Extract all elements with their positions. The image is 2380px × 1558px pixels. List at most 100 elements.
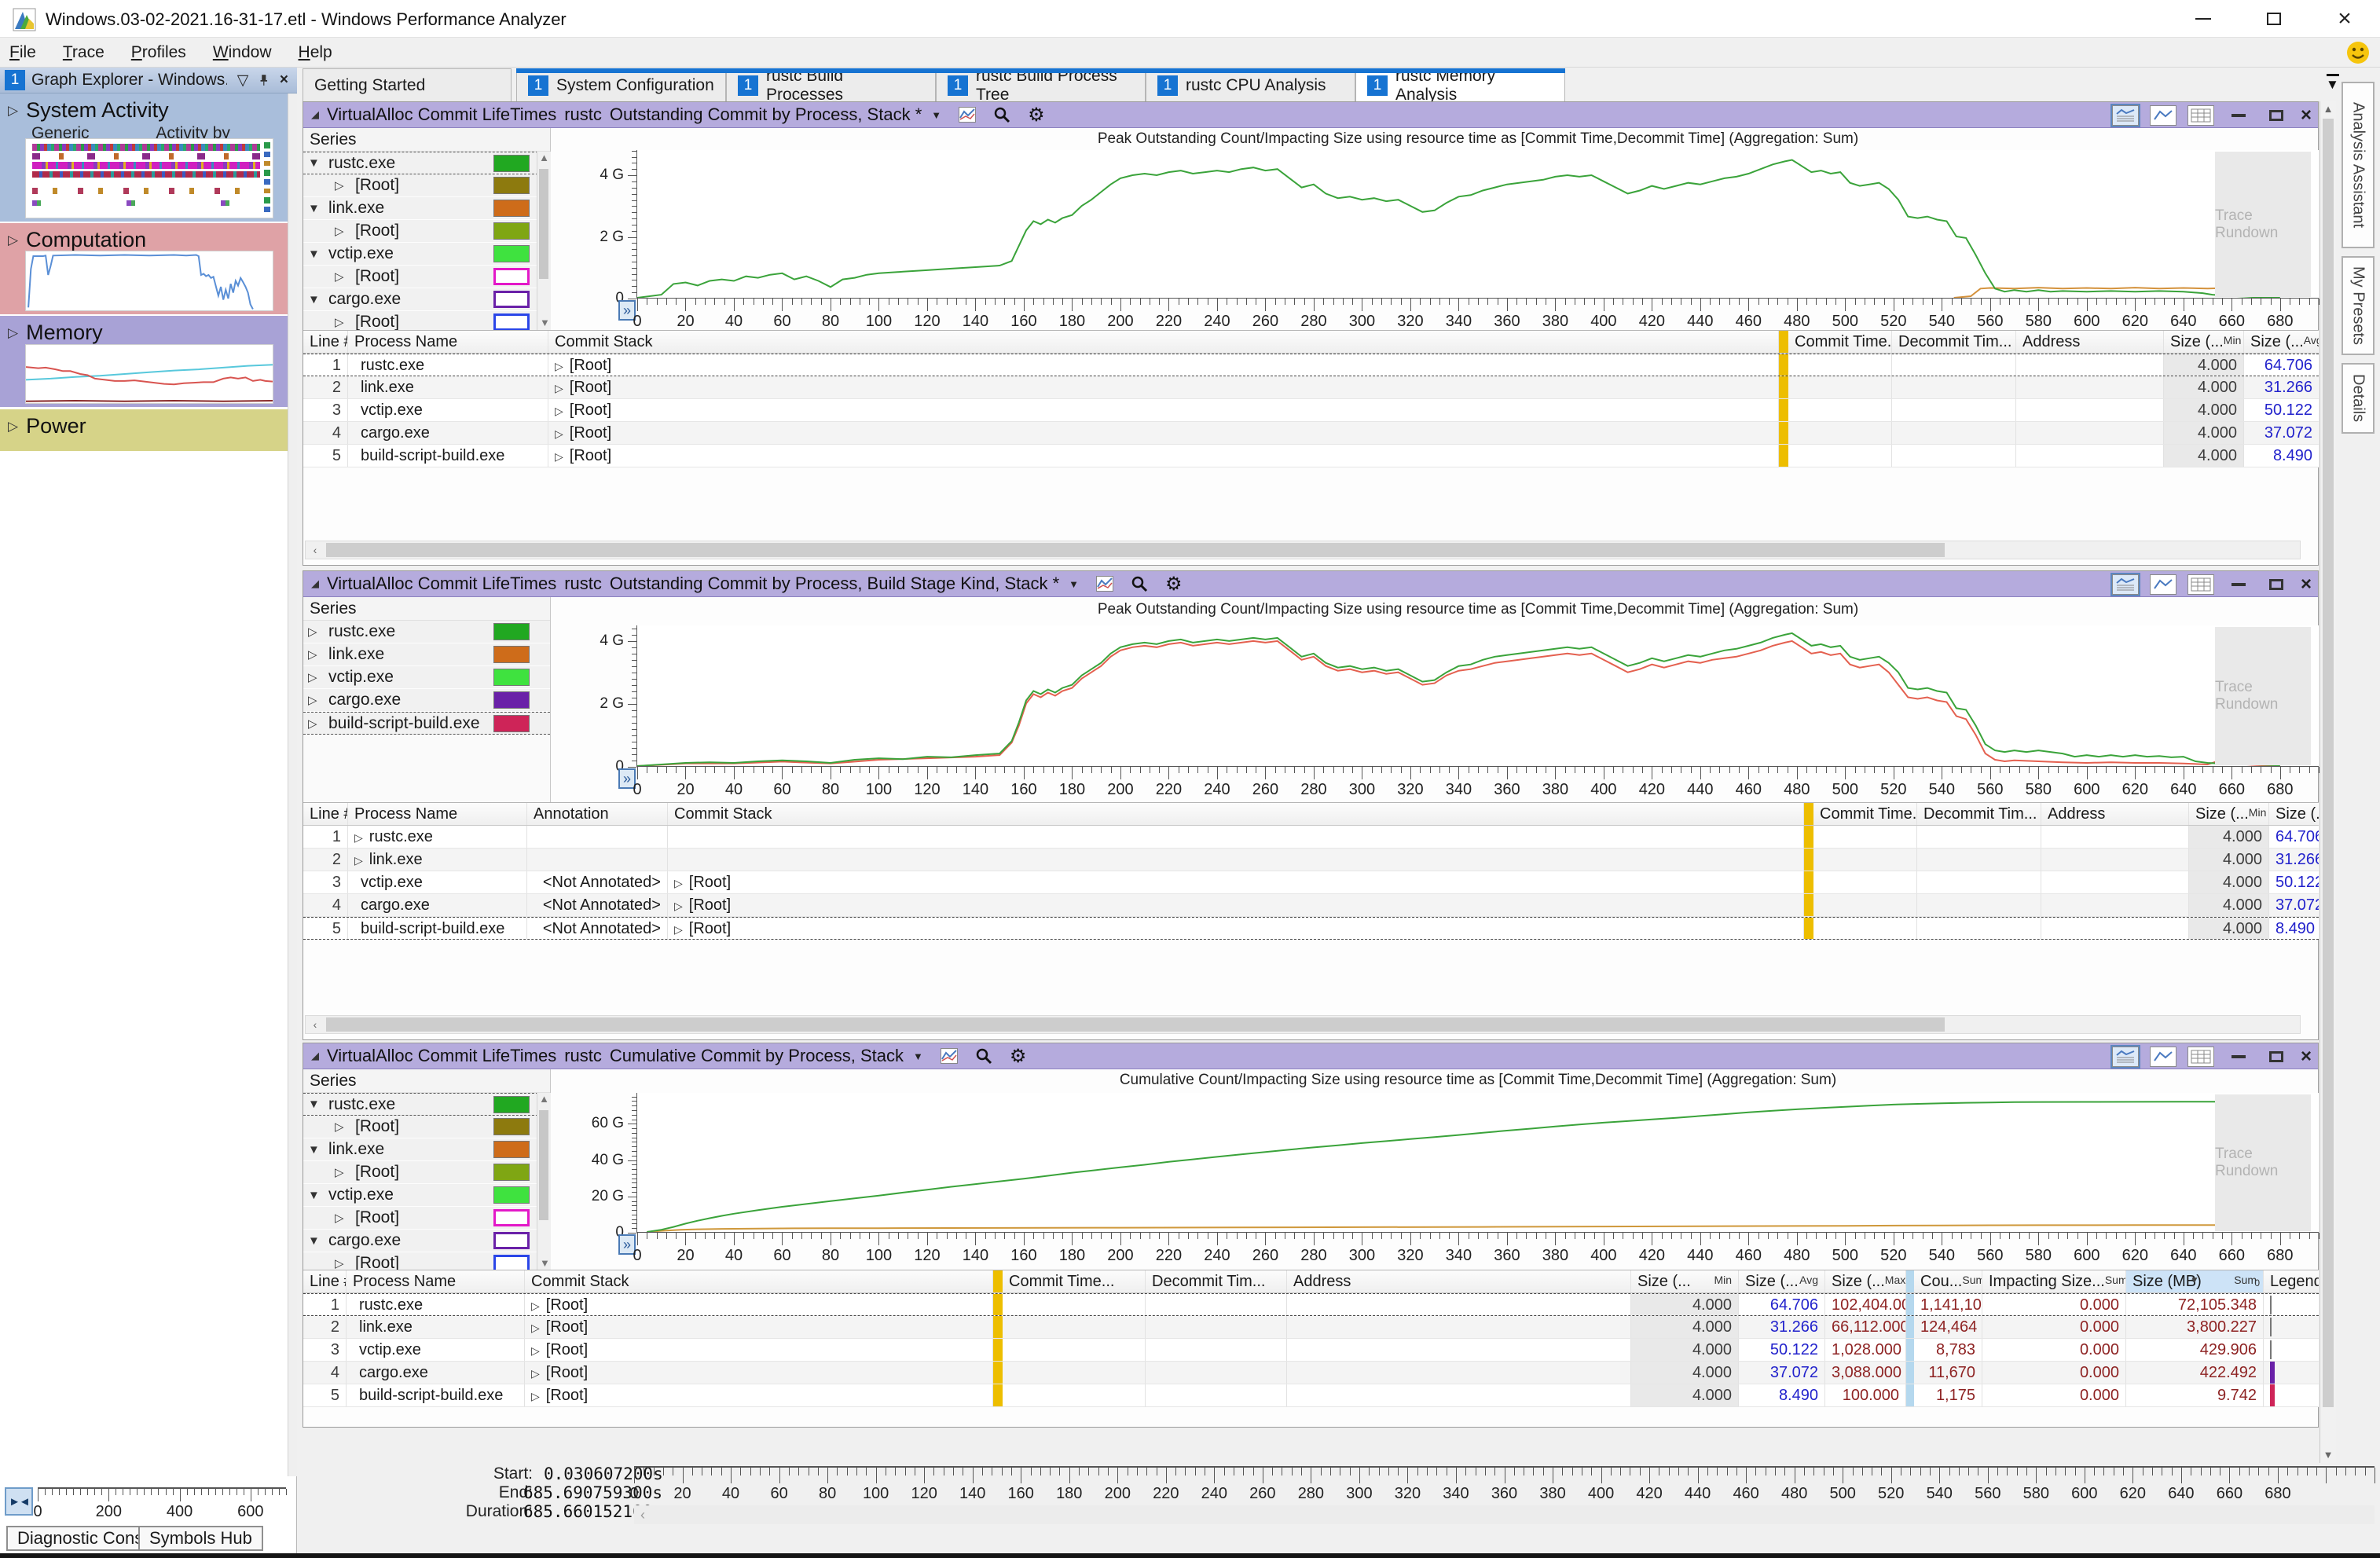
search-icon[interactable] — [993, 106, 1010, 123]
series-row[interactable]: ▷ link.exe — [303, 643, 550, 666]
tab-rustc-build-processes[interactable]: 1 rustc Build Processes — [726, 67, 936, 104]
main-vertical-scrollbar[interactable]: ▲ ▼ — [2319, 101, 2336, 1463]
view-dropdown-icon[interactable]: ▼ — [912, 1050, 923, 1062]
chart-preview-icon[interactable] — [940, 1048, 958, 1064]
expander-icon[interactable]: ▼ — [308, 1234, 320, 1248]
expander-icon[interactable]: ▼ — [308, 1142, 320, 1157]
expander-icon[interactable]: ▷ — [335, 270, 344, 284]
series-row[interactable]: ▼ cargo.exe — [303, 288, 550, 311]
series-row[interactable]: ▷ [Root] — [303, 220, 550, 243]
series-row[interactable]: ▼ cargo.exe — [303, 1230, 550, 1252]
column-header-size[interactable]: Size (... — [2275, 805, 2319, 823]
view-dropdown-icon[interactable]: ▼ — [931, 108, 942, 121]
gear-icon[interactable]: ⚙ — [1009, 1045, 1027, 1067]
column-header-address[interactable]: Address — [1287, 1270, 1631, 1292]
search-icon[interactable] — [1131, 575, 1148, 592]
expander-icon[interactable]: ▷ — [335, 1212, 344, 1225]
tab-rustc-memory-analysis[interactable]: 1 rustc Memory Analysis — [1355, 67, 1565, 104]
tab-rustc-cpu-analysis[interactable]: 1 rustc CPU Analysis — [1146, 68, 1355, 102]
panel-header[interactable]: ◢ VirtualAlloc Commit LifeTimes rustc Ou… — [303, 571, 2318, 597]
close-button[interactable]: × — [2338, 5, 2352, 31]
table-row[interactable]: 4 cargo.exe ▷ [Root] 4.000 37.072 — [303, 422, 2319, 445]
chart-plot-area[interactable]: Trace Rundown — [637, 625, 2319, 767]
tab-system-configuration[interactable]: 1 System Configuration — [516, 68, 726, 102]
trace-timeline-ruler[interactable]: 0 20 40 60 80 100 120 140 160 180 200 220 240 260 280 3… — [629, 1466, 2375, 1504]
process-name-cell[interactable]: build-script-build.exe — [348, 445, 548, 467]
process-name-cell[interactable]: link.exe — [348, 376, 548, 398]
column-header-process-name[interactable]: Process Name — [348, 803, 527, 825]
table-row[interactable]: 3 vctip.exe ▷ [Root] 4.000 50.122 1,028.0… — [303, 1339, 2319, 1362]
close-icon[interactable]: × — [279, 71, 288, 88]
expander-icon[interactable]: ▷ — [335, 1120, 344, 1134]
column-header-address[interactable]: Address — [2016, 331, 2164, 353]
table-row[interactable]: 1 rustc.exe ▷ [Root] 4.000 64.706 — [303, 354, 2319, 376]
timeline-zoom-button[interactable]: ►◄ — [5, 1487, 33, 1516]
process-name-cell[interactable]: rustc.exe — [348, 354, 548, 376]
expander-icon[interactable]: ▷ — [8, 418, 19, 434]
table-only-view-icon[interactable] — [2187, 1047, 2214, 1067]
column-header-size-min[interactable]: Size (... Min — [2164, 331, 2244, 353]
chart-only-view-icon[interactable] — [2149, 574, 2176, 595]
table-row[interactable]: 1 rustc.exe ▷ [Root] 4.000 64.706 102,404… — [303, 1293, 2319, 1316]
expander-icon[interactable]: ▼ — [308, 201, 320, 215]
series-column-header[interactable]: Series — [303, 128, 550, 152]
series-row[interactable]: ▷ vctip.exe — [303, 666, 550, 689]
table-only-view-icon[interactable] — [2187, 574, 2214, 595]
close-panel-icon[interactable]: × — [2300, 574, 2312, 595]
rail-tab-details[interactable]: Details — [2341, 363, 2374, 434]
memory-thumbnail[interactable] — [25, 344, 273, 404]
rail-tab-analysis-assistant[interactable]: Analysis Assistant — [2341, 82, 2374, 248]
series-row[interactable]: ▼ rustc.exe — [303, 1093, 550, 1116]
graph-column-divider[interactable] — [1779, 331, 1788, 353]
expander-icon[interactable]: ▼ — [308, 247, 320, 261]
column-header-impacting-size[interactable]: Impacting Size... Sum — [1982, 1270, 2126, 1292]
expand-axis-button[interactable]: » — [618, 1234, 636, 1255]
maximize-panel-icon[interactable] — [2263, 574, 2290, 595]
series-row[interactable]: ▷ [Root] — [303, 1252, 550, 1270]
horizontal-scrollbar[interactable]: ‹ — [305, 541, 2301, 559]
expander-icon[interactable]: ▷ — [335, 225, 344, 238]
chart-preview-icon[interactable] — [1096, 576, 1114, 592]
gear-icon[interactable]: ⚙ — [1165, 573, 1183, 595]
column-header-commit-stack[interactable]: Commit Stack — [525, 1270, 993, 1292]
column-header-decommit-time[interactable]: Decommit Tim... — [1146, 1270, 1287, 1292]
panel-header[interactable]: ◢ VirtualAlloc Commit LifeTimes rustc Ou… — [303, 102, 2318, 128]
view-name[interactable]: Outstanding Commit by Process, Build Sta… — [609, 574, 1060, 593]
column-header-address[interactable]: Address — [2041, 803, 2189, 825]
chart-and-table-view-icon[interactable] — [2110, 1045, 2140, 1069]
series-column-header[interactable]: Series — [303, 1069, 550, 1093]
column-header-size-max[interactable]: Size (... Max — [1825, 1270, 1906, 1292]
expander-icon[interactable]: ▼ — [308, 156, 320, 170]
chart-and-table-view-icon[interactable] — [2110, 104, 2140, 127]
column-header-decommit-time[interactable]: Decommit Tim... — [1917, 803, 2041, 825]
table-header-row[interactable]: Line # Process Name Annotation Commit St… — [303, 803, 2319, 826]
computation-thumbnail[interactable] — [25, 251, 273, 311]
column-header-commit-time[interactable]: Commit Time... — [1788, 331, 1892, 353]
column-header-size-avg[interactable]: Size (...Avg — [2250, 333, 2319, 350]
sidebar-mini-timeline[interactable]: 0 200 400 600 — [33, 1487, 287, 1527]
system-activity-thumbnail[interactable] — [25, 138, 273, 218]
series-row[interactable]: ▷ [Root] — [303, 1161, 550, 1184]
series-row[interactable]: ▷ [Root] — [303, 1207, 550, 1230]
chart-plot-area[interactable]: Trace Rundown — [637, 150, 2319, 299]
column-header-line[interactable]: Line # — [303, 331, 348, 353]
table-row[interactable]: 1 ▷rustc.exe 4.000 64.706 — [303, 826, 2319, 849]
table-row[interactable]: 4 cargo.exe ▷ [Root] 4.000 37.072 3,088.0… — [303, 1362, 2319, 1384]
table-only-view-icon[interactable] — [2187, 105, 2214, 126]
menu-trace[interactable]: Trace — [62, 42, 105, 61]
series-row[interactable]: ▼ link.exe — [303, 197, 550, 220]
minimize-panel-icon[interactable] — [2225, 1047, 2252, 1067]
column-header-size-avg[interactable]: Size (...Avg — [1739, 1270, 1825, 1292]
expander-icon[interactable]: ▷ — [335, 1257, 344, 1270]
chart-and-table-view-icon[interactable] — [2110, 573, 2140, 596]
series-column-header[interactable]: Series — [303, 597, 550, 621]
expander-icon[interactable]: ▷ — [308, 625, 317, 639]
column-header-commit-stack[interactable]: Commit Stack — [548, 331, 1779, 353]
view-dropdown-icon[interactable]: ▼ — [1069, 577, 1080, 590]
minimize-button[interactable] — [2168, 0, 2239, 38]
collapse-icon[interactable]: ◢ — [311, 1050, 319, 1061]
table-row[interactable]: 2 link.exe ▷ [Root] 4.000 31.266 66,112.0… — [303, 1316, 2319, 1339]
column-header-count[interactable]: Cou...Sum — [1914, 1270, 1982, 1292]
column-header-decommit-time[interactable]: Decommit Tim... — [1892, 331, 2016, 353]
expander-icon[interactable]: ▷ — [335, 316, 344, 329]
